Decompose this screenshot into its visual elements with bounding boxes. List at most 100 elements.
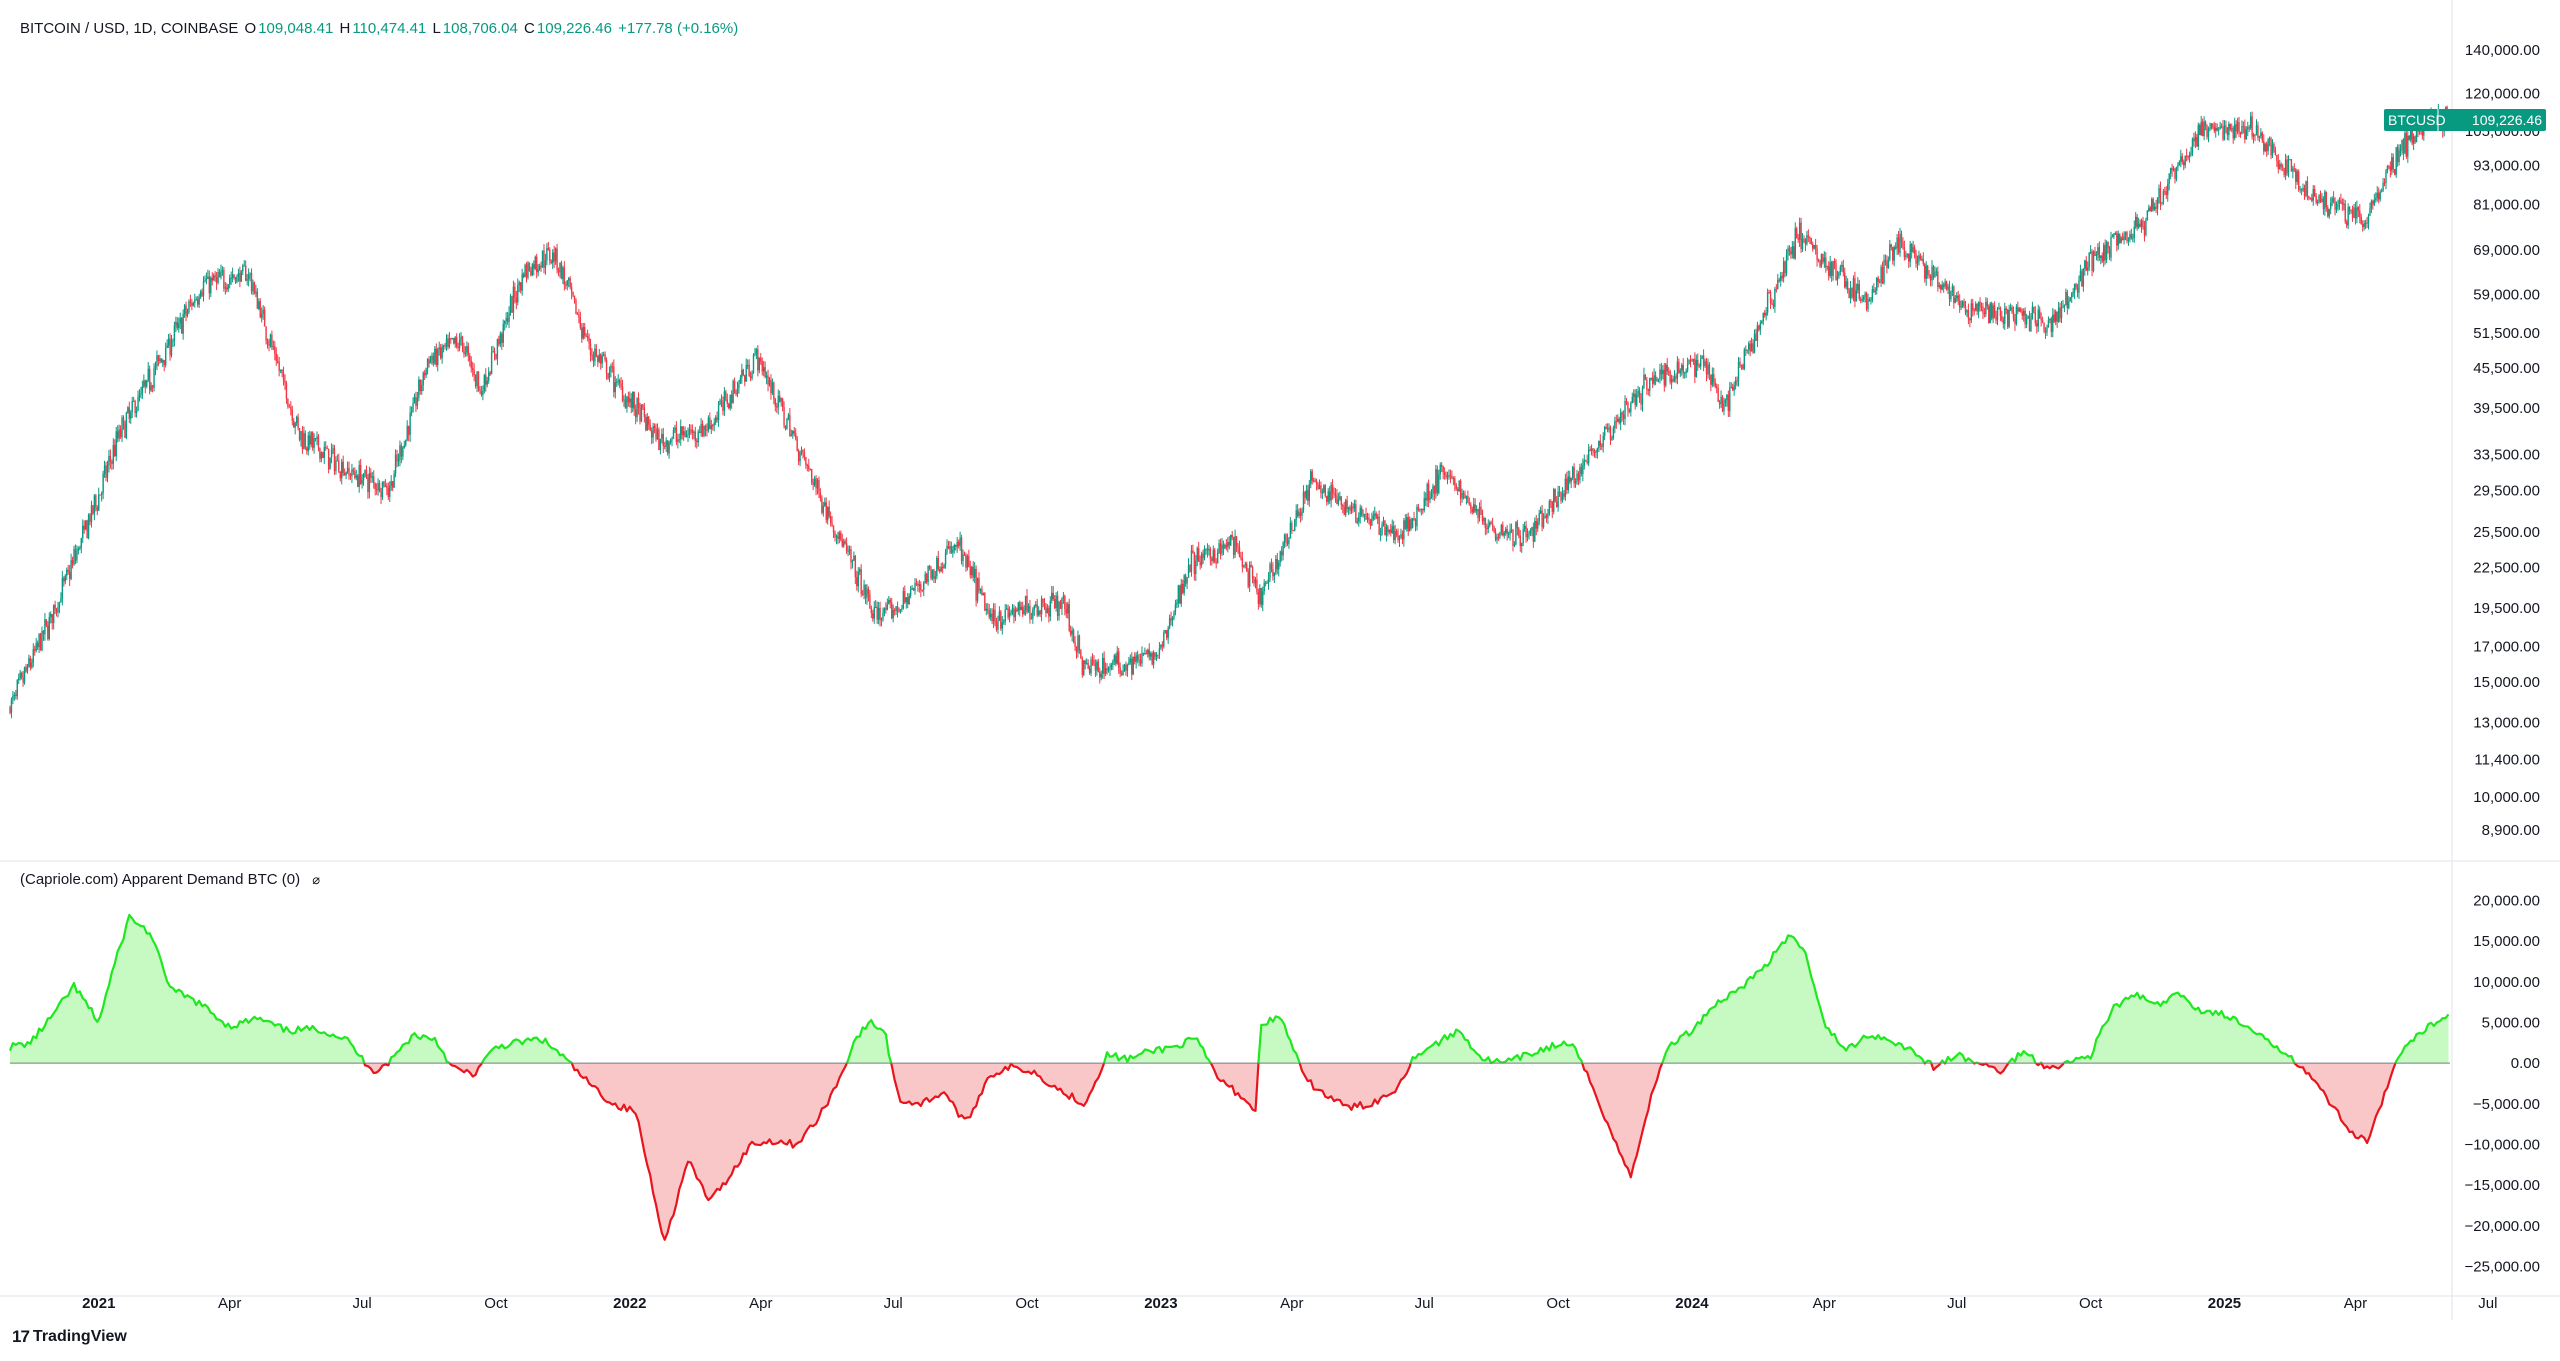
high-value: 110,474.41: [352, 20, 426, 37]
candle-body: [2163, 191, 2164, 202]
candle-body: [2323, 199, 2324, 210]
candle-body: [1946, 282, 1947, 290]
candle-body: [2353, 208, 2354, 218]
candle-body: [2345, 204, 2346, 222]
candle-body: [1883, 260, 1884, 283]
candle-body: [932, 570, 933, 579]
candle-body: [2401, 140, 2402, 149]
candle-body: [187, 312, 188, 316]
candle-body: [379, 483, 380, 491]
candle-body: [559, 263, 560, 273]
candle-body: [1450, 475, 1451, 476]
candle-body: [466, 346, 467, 352]
candle-body: [313, 438, 314, 448]
candle-body: [1758, 326, 1759, 330]
candle-body: [1492, 524, 1493, 527]
candle-body: [2336, 207, 2337, 209]
candle-body: [1013, 608, 1014, 617]
candle-body: [530, 271, 531, 275]
candle-body: [479, 389, 480, 391]
candle-body: [257, 292, 258, 309]
candle-body: [53, 605, 54, 623]
candle-body: [565, 285, 566, 286]
candle-body: [945, 553, 946, 565]
candle-body: [1978, 302, 1979, 312]
candle-body: [516, 298, 517, 302]
tradingview-branding[interactable]: 17 TradingView: [12, 1327, 127, 1347]
candle-body: [760, 357, 761, 361]
candle-body: [44, 619, 45, 634]
candle-body: [1047, 608, 1048, 613]
candle-body: [924, 574, 925, 583]
candle-body: [1767, 292, 1768, 312]
candle-body: [1891, 244, 1892, 247]
candle-body: [898, 612, 899, 613]
candle-body: [441, 346, 442, 358]
candle-body: [452, 338, 453, 339]
candle-body: [1563, 493, 1564, 496]
candle-body: [1255, 580, 1256, 584]
candle-body: [2088, 253, 2089, 268]
candle-body: [501, 334, 502, 343]
candle-body: [444, 345, 445, 346]
candle-body: [292, 410, 293, 421]
candle-body: [1813, 245, 1814, 249]
candle-body: [505, 318, 506, 321]
candle-body: [1495, 532, 1496, 540]
candle-body: [456, 337, 457, 347]
candle-body: [1822, 254, 1823, 262]
candle-body: [2093, 251, 2094, 270]
candle-body: [1269, 564, 1270, 578]
candle-body: [2205, 122, 2206, 126]
candle-body: [1403, 520, 1404, 539]
candle-body: [721, 400, 722, 402]
candle-body: [389, 486, 390, 497]
candle-body: [2299, 189, 2300, 190]
candle-body: [2311, 198, 2312, 200]
candle-body: [652, 426, 653, 438]
candle-body: [555, 248, 556, 261]
symbol-title[interactable]: BITCOIN / USD, 1D, COINBASE: [20, 20, 238, 37]
candle-body: [526, 265, 527, 278]
candle-body: [153, 368, 154, 387]
candle-body: [1167, 628, 1168, 638]
candle-body: [2048, 320, 2049, 327]
candle-body: [1185, 575, 1186, 583]
candle-body: [1243, 565, 1244, 567]
candle-body: [1706, 361, 1707, 374]
visibility-off-icon[interactable]: ⌀: [312, 872, 320, 887]
candle-body: [1880, 267, 1881, 283]
candle-body: [1288, 538, 1289, 543]
candle-body: [436, 349, 437, 365]
candle-body: [149, 369, 150, 391]
candle-body: [1748, 344, 1749, 350]
indicator-title[interactable]: (Capriole.com) Apparent Demand BTC (0): [20, 871, 300, 888]
candle-body: [1095, 664, 1096, 670]
candle-body: [521, 274, 522, 291]
candle-body: [545, 261, 546, 268]
candle-body: [2339, 200, 2340, 204]
candle-body: [1780, 276, 1781, 281]
time-axis-tick: Jul: [2478, 1295, 2497, 1312]
candle-body: [213, 275, 214, 280]
candle-body: [145, 380, 146, 386]
candle-body: [49, 617, 50, 639]
candle-body: [395, 455, 396, 474]
candle-body: [1115, 656, 1116, 664]
candle-body: [1365, 514, 1366, 519]
candle-body: [1509, 530, 1510, 534]
candle-body: [1971, 303, 1972, 320]
candle-body: [420, 380, 421, 392]
candle-body: [24, 667, 25, 683]
candle-body: [2138, 224, 2139, 228]
candle-body: [2070, 298, 2071, 301]
close-value: 109,226.46: [537, 20, 612, 37]
candle-body: [1784, 261, 1785, 273]
candle-body: [1763, 313, 1764, 321]
candle-body: [1610, 427, 1611, 440]
candle-body: [1237, 546, 1238, 548]
candle-body: [1966, 310, 1967, 312]
candle-body: [616, 382, 617, 383]
